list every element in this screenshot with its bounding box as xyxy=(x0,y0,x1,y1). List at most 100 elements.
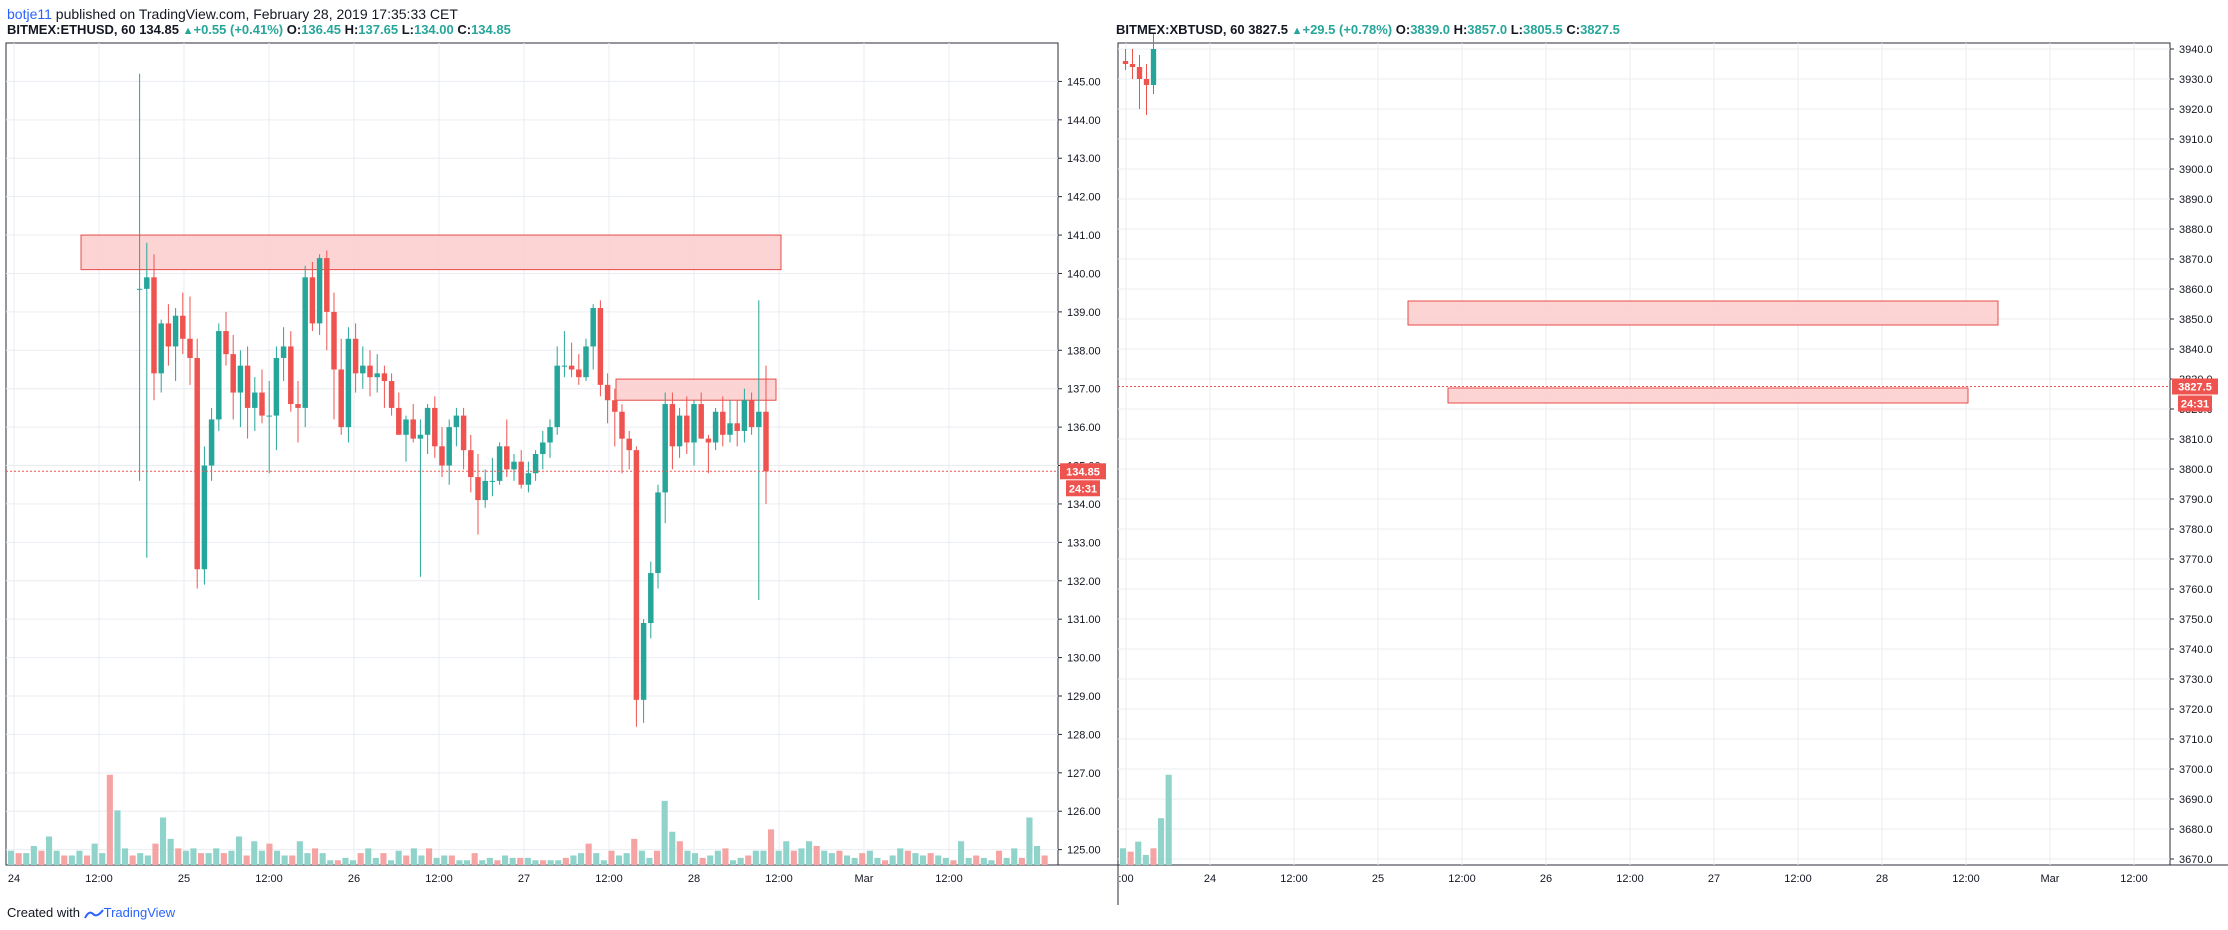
volume-bar xyxy=(1135,841,1142,865)
candle-body xyxy=(374,373,380,378)
volume-bar xyxy=(296,841,303,865)
y-tick-label: 142.00 xyxy=(1067,192,1101,204)
candle-body xyxy=(223,331,229,355)
candle-body xyxy=(489,480,496,482)
y-tick-label: 3810.0 xyxy=(2179,434,2213,446)
volume-bar xyxy=(752,850,759,865)
volume-bar xyxy=(707,855,714,865)
volume-bar xyxy=(638,850,645,865)
candle-body xyxy=(1129,64,1136,67)
x-tick-label: 26 xyxy=(348,873,360,885)
volume-bar xyxy=(372,857,379,865)
volume-bar xyxy=(289,855,296,865)
volume-bar xyxy=(1026,817,1033,865)
candle-body xyxy=(345,338,352,428)
volume-bar xyxy=(357,853,364,865)
volume-bar xyxy=(593,853,600,865)
y-tick-label: 3700.0 xyxy=(2179,764,2213,776)
y-tick-label: 3770.0 xyxy=(2179,554,2213,566)
x-tick-label: 12:00 xyxy=(2120,873,2148,885)
volume-bar xyxy=(897,848,904,865)
y-tick-label: 133.00 xyxy=(1067,537,1101,549)
y-tick-label: 3740.0 xyxy=(2179,644,2213,656)
candle-body xyxy=(439,446,445,466)
candle-body xyxy=(201,465,208,570)
volume-bar xyxy=(198,853,205,865)
volume-bar xyxy=(418,855,425,865)
volume-bar xyxy=(851,857,858,865)
candle-body xyxy=(547,427,553,443)
volume-bar xyxy=(920,855,927,865)
right-change: +29.5 (+0.78%) xyxy=(1302,22,1393,37)
volume-bar xyxy=(152,843,159,865)
x-tick-label: 12:00 xyxy=(85,873,113,885)
volume-bar xyxy=(327,860,334,865)
volume-bar xyxy=(783,841,790,865)
volume-bar xyxy=(722,848,729,865)
candle-body xyxy=(655,492,661,574)
volume-bar xyxy=(380,853,387,865)
volume-bar xyxy=(1011,848,1018,865)
volume-bar xyxy=(258,850,265,865)
left-change: +0.55 (+0.41%) xyxy=(193,22,284,37)
volume-bar xyxy=(714,850,721,865)
candle-body xyxy=(475,477,481,501)
volume-bar xyxy=(266,843,273,865)
volume-bar xyxy=(182,850,189,865)
volume-bar xyxy=(1158,818,1165,865)
volume-bar xyxy=(768,829,775,865)
candle-body xyxy=(676,415,683,447)
resistance-zone xyxy=(1447,387,1969,404)
volume-bar xyxy=(236,836,243,865)
volume-bar xyxy=(243,855,250,865)
volume-bar xyxy=(669,831,676,865)
candle-body xyxy=(309,277,316,324)
resistance-zone xyxy=(1407,300,1999,326)
tradingview-brand-link[interactable]: TradingView xyxy=(103,905,176,920)
volume-bar xyxy=(464,860,471,865)
last-price-label: 134.85 xyxy=(1066,466,1100,478)
candle-body xyxy=(403,419,409,435)
candle-body xyxy=(691,404,697,443)
volume-bar xyxy=(38,850,45,865)
y-tick-label: 3790.0 xyxy=(2179,494,2213,506)
y-tick-label: 3800.0 xyxy=(2179,464,2213,476)
y-tick-label: 3780.0 xyxy=(2179,524,2213,536)
volume-bar xyxy=(631,838,638,865)
x-tick-label: 26 xyxy=(1540,873,1552,885)
y-tick-label: 132.00 xyxy=(1067,576,1101,588)
y-tick-label: 3750.0 xyxy=(2179,614,2213,626)
volume-bar xyxy=(813,846,820,865)
candle-body xyxy=(532,454,539,474)
right-last: 3827.5 xyxy=(1248,22,1288,37)
right-high-label: H: xyxy=(1453,22,1468,37)
volume-bar xyxy=(1127,851,1134,865)
candle-body xyxy=(1150,49,1157,85)
volume-bar xyxy=(144,855,151,865)
candle-body xyxy=(1143,79,1150,85)
volume-bar xyxy=(654,850,661,865)
candle-body xyxy=(244,365,251,408)
author-link[interactable]: botje11 xyxy=(7,6,52,22)
y-tick-label: 3840.0 xyxy=(2179,344,2213,356)
volume-bar xyxy=(616,855,623,865)
right-open: 3839.0 xyxy=(1410,22,1450,37)
volume-bar xyxy=(53,850,60,865)
y-tick-label: 3940.0 xyxy=(2179,44,2213,56)
volume-bar xyxy=(46,836,53,865)
candle-body xyxy=(453,415,460,428)
candle-body xyxy=(410,419,416,439)
y-tick-label: 3680.0 xyxy=(2179,824,2213,836)
volume-bar xyxy=(1018,857,1025,865)
volume-bar xyxy=(699,857,706,865)
candle-body xyxy=(266,415,272,417)
volume-bar xyxy=(106,774,113,865)
volume-bar xyxy=(760,850,767,865)
right-low-label: L: xyxy=(1510,22,1523,37)
candle-body xyxy=(367,365,373,378)
volume-bar xyxy=(502,855,509,865)
candle-body xyxy=(172,315,179,347)
plot-area xyxy=(5,42,1059,866)
volume-bar xyxy=(562,857,569,865)
